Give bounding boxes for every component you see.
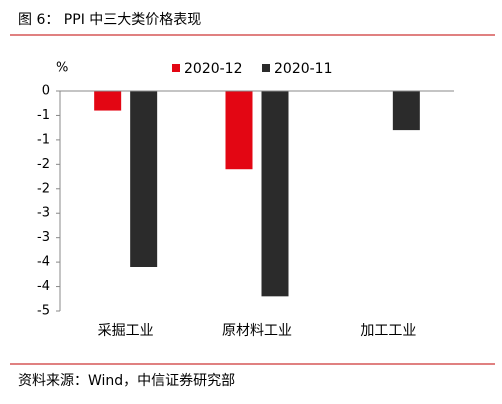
legend-label: 2020-11 [274, 61, 333, 77]
x-tick-label: 加工工业 [360, 323, 416, 339]
y-tick-label: -2 [37, 181, 50, 196]
y-tick-label: -5 [37, 304, 50, 319]
source: 资料来源：Wind，中信证券研究部 [18, 373, 235, 389]
bar [130, 91, 158, 267]
bar [225, 91, 253, 170]
y-tick-label: 0 [42, 84, 50, 99]
legend-swatch [262, 64, 270, 72]
y-tick-label: -3 [37, 206, 50, 221]
y-tick-label: -2 [37, 157, 50, 172]
y-tick-label: -4 [37, 255, 50, 270]
y-tick-label: -4 [37, 279, 50, 294]
y-tick-label: -3 [37, 230, 50, 245]
x-tick-label: 原材料工业 [222, 323, 292, 339]
bar [392, 91, 420, 131]
chart-title: 图 6： PPI 中三大类价格表现 [18, 12, 201, 28]
y-axis-label: % [56, 61, 68, 76]
bar [261, 91, 289, 297]
legend-label: 2020-12 [184, 61, 243, 77]
y-tick-label: -1 [37, 132, 50, 147]
bar [94, 91, 122, 111]
x-tick-label: 采掘工业 [98, 323, 154, 339]
y-tick-label: -1 [37, 108, 50, 123]
legend-swatch [172, 64, 180, 72]
